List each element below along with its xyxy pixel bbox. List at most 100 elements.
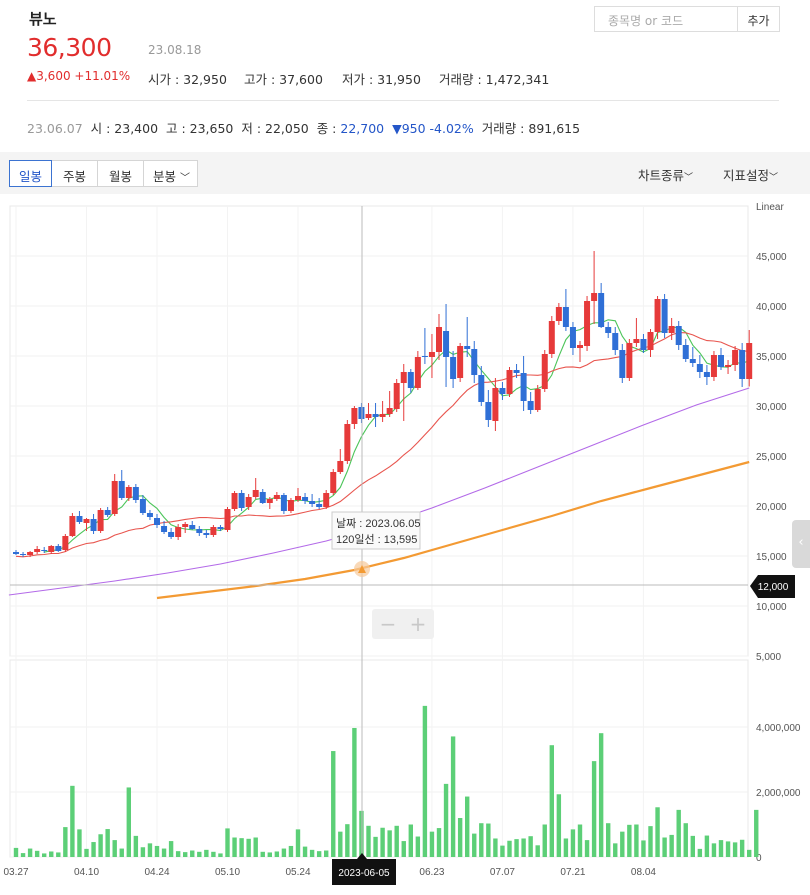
candle-body xyxy=(210,527,217,535)
volume-bar xyxy=(281,848,287,857)
indicator-settings-menu[interactable]: 지표설정﹀ xyxy=(723,165,778,184)
candle-body xyxy=(231,493,238,509)
candle-body xyxy=(104,510,111,515)
candle-body xyxy=(273,495,280,499)
candle-body xyxy=(626,343,633,378)
candle-body xyxy=(746,343,753,379)
candle-body xyxy=(407,372,414,388)
zoom-out-button[interactable]: − xyxy=(379,612,397,636)
tab-daily[interactable]: 일봉 xyxy=(9,160,52,187)
crosshair-price-label-bg xyxy=(750,575,795,598)
crosshair-marker xyxy=(358,565,366,573)
prev-volume: 거래량 : 891,615 xyxy=(481,121,581,136)
volume-bar xyxy=(422,705,428,857)
crosshair-date-pointer xyxy=(357,853,367,859)
volume-bar xyxy=(260,851,265,857)
candle-body xyxy=(316,504,323,507)
candle-body xyxy=(386,408,393,414)
volume-bar xyxy=(606,823,611,857)
zoom-in-button[interactable]: + xyxy=(409,612,427,636)
volume-bar xyxy=(514,839,519,857)
volume-bar xyxy=(747,849,752,857)
volume-bar xyxy=(366,825,371,857)
candle-body xyxy=(20,554,27,555)
volume-bar xyxy=(373,836,378,857)
candle-body xyxy=(139,499,146,513)
candle-body xyxy=(351,408,358,424)
candle-body xyxy=(647,332,654,350)
candle-body xyxy=(302,497,309,501)
volume-bar xyxy=(42,853,47,857)
candle-body xyxy=(358,407,365,419)
candle-body xyxy=(520,373,527,401)
candle-body xyxy=(675,326,682,345)
tab-weekly[interactable]: 주봉 xyxy=(51,160,98,187)
candle-body xyxy=(76,516,83,522)
side-panel-toggle[interactable]: ‹ xyxy=(792,520,810,568)
candle-body xyxy=(605,327,612,333)
chevron-down-icon: ﹀ xyxy=(769,173,779,183)
volume-bar xyxy=(415,836,421,857)
price-tick-label: 45,000 xyxy=(756,252,787,263)
candle-body xyxy=(393,383,400,409)
volume-bar xyxy=(359,810,364,857)
volume-bar xyxy=(316,851,322,857)
candle-body xyxy=(584,301,591,346)
volume-bar xyxy=(549,745,554,857)
price-tick-label: 40,000 xyxy=(756,302,787,313)
candle-body xyxy=(569,327,576,348)
volume-bar xyxy=(253,837,258,857)
candle-body xyxy=(414,357,421,388)
prev-high: 고 : 23,650 xyxy=(165,121,234,136)
volume-panel xyxy=(9,659,749,858)
volume-bar xyxy=(13,847,19,857)
candle-body xyxy=(668,326,675,333)
volume-bar xyxy=(556,794,562,857)
candle-body xyxy=(682,345,689,359)
price-tick-label: 10,000 xyxy=(756,602,787,613)
candle-body xyxy=(661,299,668,333)
candle-body xyxy=(245,497,252,507)
tab-minute[interactable]: 분봉 ﹀ xyxy=(143,160,198,187)
candle-body xyxy=(619,350,626,378)
volume-bar xyxy=(408,824,413,857)
volume-bar xyxy=(591,761,597,857)
tooltip-box xyxy=(331,511,421,550)
date-tick-label: 05.24 xyxy=(285,867,310,878)
tooltip-date: 날짜 : 2023.06.05 xyxy=(336,517,420,530)
volume: 거래량 : 1,472,341 xyxy=(439,72,550,87)
volume-bar xyxy=(49,851,54,857)
volume-bar xyxy=(27,848,33,857)
volume-bar xyxy=(147,843,153,857)
candle-body xyxy=(168,532,175,537)
candle-body xyxy=(612,333,619,350)
volume-bar xyxy=(133,835,139,857)
candle-body xyxy=(48,546,55,552)
volume-bar xyxy=(577,824,583,857)
price-tick-label: 35,000 xyxy=(756,352,787,363)
candle-body xyxy=(280,495,287,511)
volume-bar xyxy=(190,850,195,857)
volume-tick-label: 4,000,000 xyxy=(756,723,801,734)
chart-type-menu[interactable]: 차트종류﹀ xyxy=(638,165,693,184)
search-input[interactable]: 종목명 or 코드 xyxy=(594,6,738,32)
crosshair-date-label-bg xyxy=(332,859,396,885)
chart-type-label: 차트종류 xyxy=(638,168,685,183)
prev-close: 22,700 xyxy=(340,121,385,136)
volume-bar xyxy=(387,830,392,857)
volume-bar xyxy=(436,828,442,857)
volume-bar xyxy=(500,845,505,857)
candle-body xyxy=(696,364,703,372)
volume-bar xyxy=(331,751,336,857)
candle-body xyxy=(732,350,739,365)
add-button[interactable]: 추가 xyxy=(738,6,780,32)
date-tick-label: 03.27 xyxy=(3,867,28,878)
volume-bar xyxy=(197,851,202,857)
chevron-left-icon: ‹ xyxy=(798,535,804,550)
volume-bar xyxy=(56,852,61,857)
volume-bar xyxy=(472,833,477,857)
volume-bar xyxy=(168,841,174,857)
price-panel xyxy=(9,205,749,657)
volume-bar xyxy=(457,818,463,857)
